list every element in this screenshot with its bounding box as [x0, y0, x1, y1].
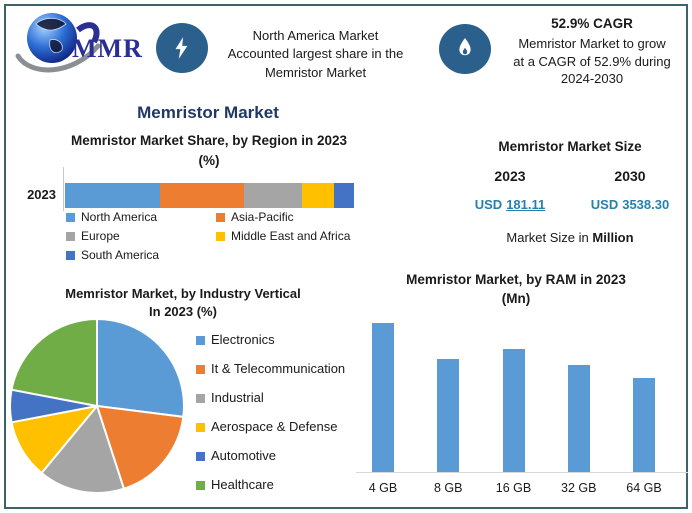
legend-label: Europe: [81, 229, 120, 243]
legend-swatch: [196, 364, 205, 374]
pie-chart-title-line2: In 2023 (%): [149, 304, 217, 320]
ram-category-labels: 4 GB 8 GB 16 GB 32 GB 64 GB: [356, 481, 688, 497]
legend-label: Asia-Pacific: [231, 210, 294, 224]
region-bar-segment: [244, 183, 302, 208]
banner-line: at a CAGR of 52.9% during: [513, 53, 671, 69]
region-bar-segment: [160, 183, 245, 208]
ram-bar: [567, 365, 590, 472]
pie-chart-title: Memristor Market, by Industry Vertical I…: [16, 285, 350, 321]
pie-slice: [40, 405, 125, 494]
banner-line: 2024-2030: [560, 71, 624, 87]
legend-label: Industrial: [211, 390, 264, 405]
flame-badge: [439, 24, 491, 74]
legend-label: Healthcare: [211, 477, 274, 492]
legend-item: Asia-Pacific: [216, 209, 382, 225]
logo-curve: [76, 22, 100, 44]
legend-item: Europe: [66, 228, 216, 244]
legend-swatch: [196, 422, 205, 432]
market-size-values: USD 181.11 USD 3538.30: [450, 197, 690, 212]
region-chart-title: Memristor Market Share, by Region in 202…: [28, 131, 390, 170]
legend-label: South America: [81, 248, 160, 262]
flame-icon: [459, 38, 471, 56]
ram-bar: [633, 378, 655, 472]
cagr-headline: 52.9% CAGR: [551, 16, 633, 31]
ram-chart-title-line2: (Mn): [501, 290, 531, 306]
industry-pie-chart: [9, 318, 185, 494]
market-size-note: Market Size in Million: [506, 230, 634, 245]
market-size-year-2030: 2030: [614, 168, 646, 184]
ram-bar-chart: [356, 310, 688, 473]
ram-category-label: 16 GB: [495, 481, 532, 495]
legend-swatch: [196, 451, 205, 461]
north-america-banner: North America Market Accounted largest s…: [218, 27, 413, 82]
region-bar-segment: [65, 183, 161, 208]
legend-label: North America: [81, 210, 158, 224]
market-size-years: 2023 2030: [450, 168, 690, 184]
market-size-value-2030: USD 3538.30: [590, 197, 670, 212]
ram-category-label: 8 GB: [434, 481, 463, 495]
legend-swatch: [66, 212, 75, 222]
legend-swatch: [66, 231, 75, 241]
page-title: Memristor Market: [137, 103, 279, 122]
region-legend: North America Asia-Pacific Europe Middle Ea…: [66, 209, 382, 263]
market-size-year-2023: 2023: [494, 168, 526, 184]
globe-icon: [15, 13, 101, 73]
mmr-logo: MMR: [14, 8, 160, 84]
banner-line: Memristor Market: [264, 64, 367, 80]
banner-line: Accounted largest share in the: [227, 46, 404, 62]
region-stacked-bar: [65, 183, 354, 208]
legend-swatch: [216, 212, 225, 222]
market-size-value-2023: USD 181.11: [474, 197, 546, 212]
cagr-banner: 52.9% CAGR Memristor Market to grow at a…: [497, 15, 687, 88]
region-chart-title-line1: Memristor Market Share, by Region in 202…: [70, 133, 348, 148]
ram-category-label: 32 GB: [561, 481, 597, 495]
legend-swatch: [216, 231, 225, 241]
ram-category-label: 4 GB: [368, 481, 398, 495]
pie-slice: [96, 405, 185, 490]
legend-label: Aerospace & Defense: [211, 419, 338, 434]
pie-slice: [96, 318, 185, 418]
legend-item: Middle East and Africa: [216, 228, 382, 244]
banner-line: Memristor Market to grow: [518, 36, 666, 52]
ram-bar: [502, 348, 525, 472]
legend-label: Middle East and Africa: [231, 229, 351, 243]
legend-item: It & Telecommunication: [196, 361, 345, 377]
pie-slice: [10, 318, 98, 407]
legend-item: South America: [66, 247, 216, 263]
legend-label: Electronics: [211, 332, 275, 347]
region-category-label: 2023: [27, 187, 56, 202]
ram-category-label: 64 GB: [626, 481, 662, 495]
lightning-badge: [156, 23, 208, 73]
ram-chart-title-line1: Memristor Market, by RAM in 2023: [406, 272, 626, 287]
ram-bar: [372, 323, 394, 472]
legend-label: Automotive: [211, 448, 277, 463]
logo-text: MMR: [72, 34, 143, 63]
legend-item: Aerospace & Defense: [196, 419, 345, 435]
region-bar-segment: [301, 183, 334, 208]
legend-swatch: [196, 393, 205, 403]
legend-item: North America: [66, 209, 216, 225]
market-size-title: Memristor Market Size: [498, 139, 642, 154]
legend-swatch: [66, 250, 75, 260]
pie-legend: Electronics It & Telecommunication Industr…: [196, 332, 345, 493]
legend-item: Electronics: [196, 332, 345, 348]
legend-item: Automotive: [196, 448, 345, 464]
region-bar-segment: [333, 183, 354, 208]
region-chart-title-line2: (%): [198, 152, 220, 168]
legend-swatch: [196, 480, 205, 490]
logo-swoosh: [15, 43, 101, 73]
legend-swatch: [196, 335, 205, 345]
legend-item: Healthcare: [196, 477, 345, 493]
ram-chart-title: Memristor Market, by RAM in 2023 (Mn): [358, 271, 674, 309]
banner-line: North America Market: [252, 28, 379, 43]
ram-bar: [437, 358, 460, 472]
pie-chart-title-line1: Memristor Market, by Industry Vertical: [65, 286, 301, 301]
legend-label: It & Telecommunication: [211, 361, 346, 376]
legend-item: Industrial: [196, 390, 345, 406]
region-y-axis-line: [63, 167, 64, 211]
lightning-icon: [175, 37, 188, 59]
